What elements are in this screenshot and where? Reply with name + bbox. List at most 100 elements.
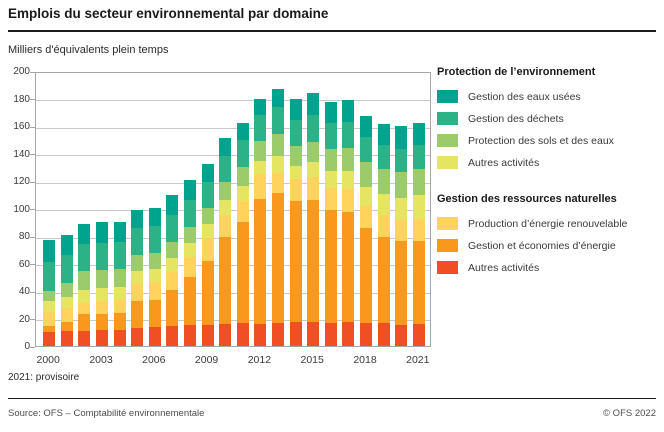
bar-segment (412, 240, 425, 324)
bar-segment (131, 254, 144, 272)
legend-item: Gestion et économies d’énergie (437, 239, 662, 252)
bar-2020 (395, 126, 408, 346)
bar-segment (324, 187, 337, 210)
bar-segment (78, 244, 91, 272)
bar-segment (272, 88, 284, 107)
bar-segment (184, 242, 196, 257)
bar-segment (201, 260, 214, 326)
legend-item-label: Gestion des eaux usées (468, 90, 581, 103)
bar-2006 (148, 207, 161, 346)
legend-swatch (437, 217, 458, 230)
bar-segment (324, 149, 337, 172)
gridline (36, 265, 430, 266)
legend-swatch (437, 239, 458, 252)
legend-swatch (437, 90, 458, 103)
gridline (36, 292, 430, 294)
bar-segment (96, 301, 108, 314)
bar-segment (201, 223, 214, 239)
bar-segment (201, 325, 214, 346)
bar-segment (131, 209, 144, 229)
title-rule (8, 30, 656, 32)
bar-segment (395, 197, 408, 220)
bar-segment (360, 115, 372, 137)
bar-segment (166, 271, 179, 291)
bar-segment (131, 271, 144, 285)
x-tick-label: 2000 (36, 354, 60, 366)
bar-segment (360, 205, 372, 228)
bar-segment (184, 227, 196, 243)
bar-segment (43, 301, 56, 312)
y-tick-label: 140 (13, 148, 30, 160)
bar-segment (377, 194, 390, 216)
y-tick-mark (30, 181, 35, 183)
gridline (36, 320, 430, 321)
bar-segment (324, 209, 337, 323)
legend-swatch (437, 261, 458, 274)
legend-swatch (437, 134, 458, 147)
bar-2014 (289, 98, 302, 346)
bar-segment (113, 222, 126, 243)
bar-segment (219, 200, 232, 216)
bar-segment (60, 307, 73, 322)
x-tick-label: 2015 (300, 354, 324, 366)
bar-segment (272, 172, 284, 193)
bar-2013 (272, 88, 284, 346)
bar-segment (148, 299, 161, 327)
bar-segment (78, 289, 91, 303)
bar-segment (307, 93, 320, 115)
bar-segment (219, 237, 232, 324)
bar-segment (131, 284, 144, 302)
bar-segment (201, 163, 214, 182)
bar-2019 (377, 123, 390, 346)
y-tick-label: 80 (18, 231, 30, 242)
y-tick-mark (30, 236, 35, 238)
footer-rule (8, 398, 656, 399)
bar-segment (96, 222, 108, 243)
gridline (36, 237, 430, 239)
bar-segment (307, 321, 320, 346)
legend-group-title: Protection de l’environnement (437, 66, 596, 78)
bar-segment (272, 322, 284, 346)
bar-segment (254, 141, 267, 162)
bar-segment (342, 321, 355, 346)
legend-item-label: Production d’énergie renouvelable (468, 217, 628, 230)
bar-segment (272, 106, 284, 134)
bar-segment (96, 330, 108, 346)
bar-segment (219, 182, 232, 201)
bar-segment (307, 176, 320, 200)
bar-segment (96, 269, 108, 289)
bar-segment (412, 218, 425, 241)
bar-segment (360, 227, 372, 323)
bar-2001 (60, 235, 73, 346)
bar-segment (201, 238, 214, 261)
bar-segment (289, 321, 302, 346)
bar-segment (289, 98, 302, 120)
bar-2010 (219, 138, 232, 346)
bar-segment (412, 195, 425, 219)
bar-segment (395, 126, 408, 149)
bar-2012 (254, 98, 267, 346)
bar-segment (395, 172, 408, 198)
bar-segment (148, 269, 161, 283)
legend-item-label: Autres activités (468, 261, 540, 274)
bar-segment (342, 189, 355, 212)
bar-segment (412, 123, 425, 146)
bar-segment (131, 228, 144, 255)
x-tick-label: 2003 (89, 354, 113, 366)
y-tick-label: 60 (18, 258, 30, 270)
bar-segment (166, 258, 179, 272)
bar-segment (377, 145, 390, 170)
bar-segment (148, 207, 161, 227)
bar-segment (166, 242, 179, 258)
bar-segment (289, 165, 302, 179)
bar-segment (236, 222, 249, 324)
bar-segment (78, 223, 91, 245)
bar-2008 (184, 180, 196, 346)
bar-segment (166, 326, 179, 346)
bar-segment (166, 215, 179, 243)
bar-segment (166, 290, 179, 327)
bar-2007 (166, 194, 179, 346)
y-tick-mark (30, 126, 35, 128)
x-tick-label: 2018 (353, 354, 377, 366)
